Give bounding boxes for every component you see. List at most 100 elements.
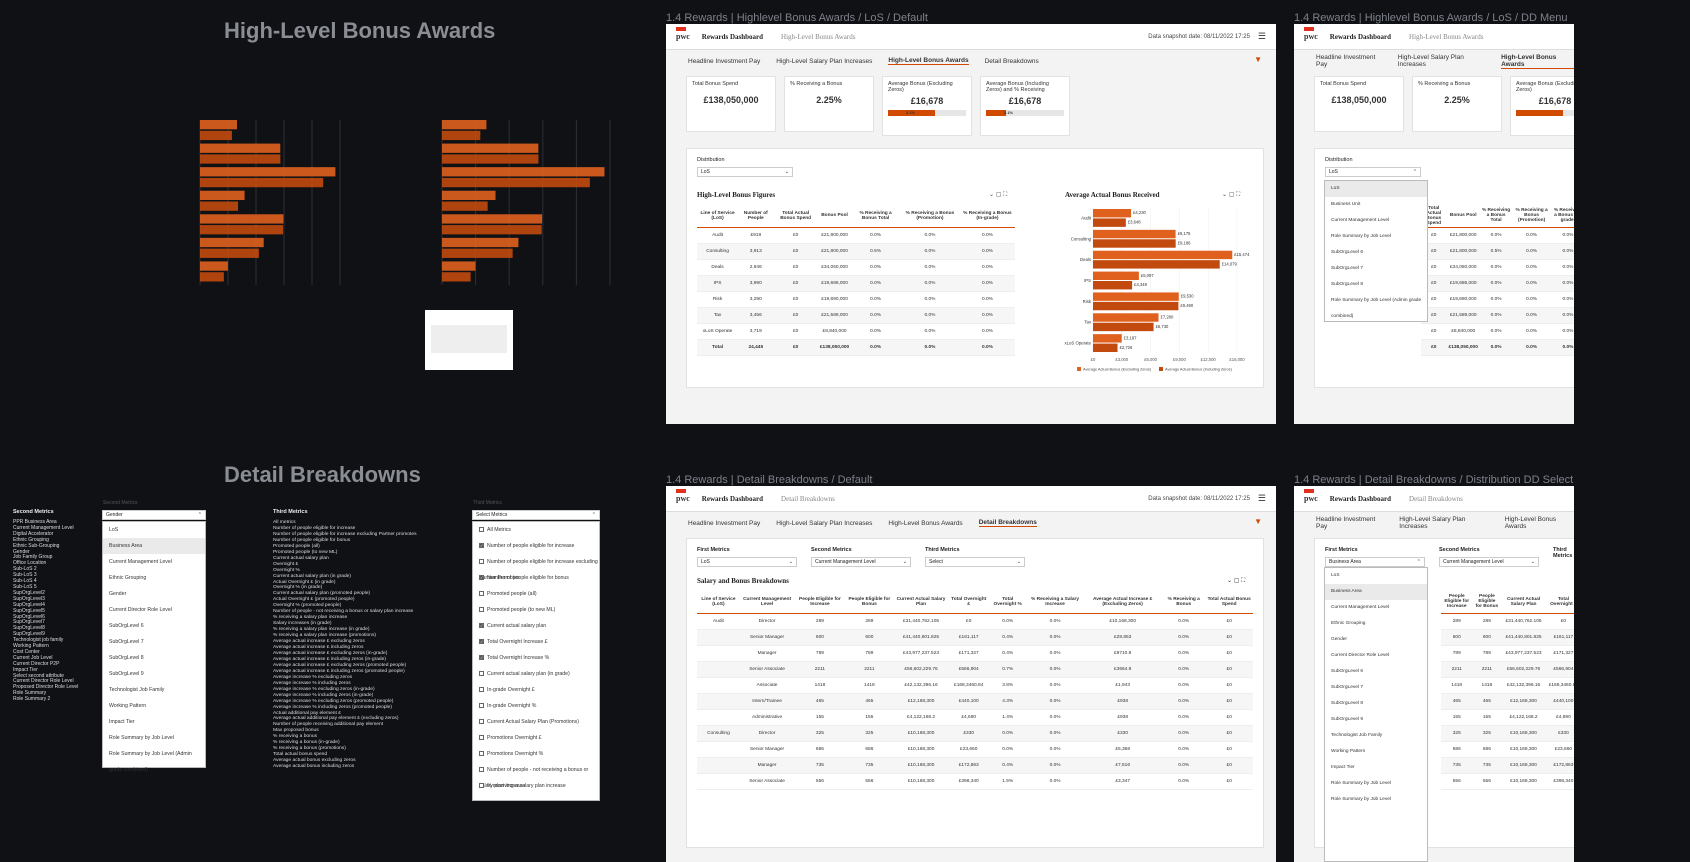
second-metrics-dropdown[interactable]: Gender ⌃ xyxy=(102,510,206,520)
checkbox-icon[interactable] xyxy=(479,687,484,693)
metric-checkbox[interactable]: Current actual salary plan (in grade) xyxy=(473,666,599,682)
checkbox-icon[interactable] xyxy=(479,751,484,757)
checkbox-icon[interactable] xyxy=(479,559,484,565)
tab-headline[interactable]: Headline Investment Pay xyxy=(1316,516,1376,530)
table-header-cell[interactable]: Line of Service (LoS) xyxy=(697,591,740,614)
menu-item[interactable]: Gender xyxy=(1331,637,1347,642)
checkbox-icon[interactable]: ✓ xyxy=(479,639,484,645)
menu-item[interactable]: Business Area xyxy=(1325,584,1427,600)
tab-salary[interactable]: High-Level Salary Plan Increases xyxy=(1397,54,1464,68)
third-metrics-dropdown[interactable]: Select ⌄ xyxy=(925,557,1025,567)
table-header-cell[interactable]: People Eligible for Bonus xyxy=(1472,591,1502,614)
checkbox-icon[interactable] xyxy=(479,591,484,597)
table-header-cell[interactable]: Total Actual Bonus Spend xyxy=(773,205,818,228)
tab-headline[interactable]: Headline Investment Pay xyxy=(1316,54,1376,68)
menu-item[interactable]: Current Management Level xyxy=(1331,218,1390,223)
menu-item[interactable]: LoS xyxy=(1325,181,1427,197)
checkbox-icon[interactable] xyxy=(479,703,484,709)
tab-bonus[interactable]: High-Level Bonus Awards xyxy=(1504,516,1557,530)
tab-headline[interactable]: Headline Investment Pay xyxy=(688,519,761,527)
metric-checkbox[interactable]: ✓ Number of people eligible for bonus xyxy=(479,575,569,581)
metric-checkbox[interactable]: In-grade Overnight % xyxy=(473,698,599,714)
distribution-dropdown[interactable]: LoS ⌃ xyxy=(1325,167,1421,177)
table-header-cell[interactable]: Current Management Level xyxy=(739,591,795,614)
tab-bonus[interactable]: High-Level Bonus Awards xyxy=(888,519,963,527)
metric-checkbox[interactable]: Promotions Overnight % xyxy=(473,746,599,762)
menu-item[interactable]: SubOrgLevel 7 xyxy=(1331,685,1363,690)
menu-item[interactable]: SubOrgLevel 6 xyxy=(1331,669,1363,674)
menu-item[interactable]: Role Summary by Job Level xyxy=(1331,797,1391,802)
table-header-cell[interactable]: Line of Service (LoS) xyxy=(697,205,739,228)
table-header-cell[interactable]: People Eligible for Bonus xyxy=(845,591,894,614)
tab-bonus[interactable]: High-Level Bonus Awards xyxy=(1501,54,1574,69)
checkbox-icon[interactable]: ✓ xyxy=(479,543,484,549)
metric-checkbox[interactable]: Current Actual Salary Plan (Promotions) xyxy=(473,714,599,730)
table-header-cell[interactable]: Current Actual Salary Plan xyxy=(893,591,949,614)
table-header-cell[interactable]: Current Actual Salary Plan xyxy=(1501,591,1546,614)
table-header-cell[interactable]: Total Overnight £ xyxy=(948,591,989,614)
table-header-cell[interactable]: Bonus Pool xyxy=(1446,205,1480,228)
menu-item[interactable]: Impact Tier xyxy=(1331,765,1355,770)
menu-item[interactable]: Working Pattern xyxy=(1331,749,1366,754)
menu-item[interactable]: Role Summary by Job Level xyxy=(1331,781,1391,786)
metric-checkbox[interactable]: ✓ Current actual salary plan xyxy=(479,623,547,629)
checkbox-icon[interactable] xyxy=(479,735,484,741)
table-header-cell[interactable]: % Receiving a Bonus (Promotion) xyxy=(1512,205,1551,228)
tab-bonus[interactable]: High-Level Bonus Awards xyxy=(888,57,969,65)
menu-item[interactable]: Technologist Job Family xyxy=(109,687,165,693)
second-metrics-dropdown[interactable]: Current Management Level ⌄ xyxy=(811,557,911,567)
card-tools-icon[interactable]: ⌄ ▢ ⛶ xyxy=(989,192,1008,198)
table-header-cell[interactable]: % Receiving a Bonus (In-grade) xyxy=(959,205,1015,228)
table-header-cell[interactable]: % Receiving a Bonus (In-grade) xyxy=(1550,205,1574,228)
tab-detail[interactable]: Detail Breakdowns xyxy=(984,57,1039,65)
distribution-dropdown[interactable]: LoS ⌄ xyxy=(697,167,793,177)
checkbox-icon[interactable] xyxy=(479,783,484,789)
metric-checkbox[interactable]: In-grade Overnight £ xyxy=(473,682,599,698)
menu-item[interactable]: SubOrgLevel 6 xyxy=(109,623,144,629)
menu-item[interactable]: Current Director Role Level xyxy=(1331,653,1390,658)
menu-item[interactable]: Gender xyxy=(109,591,127,597)
menu-item[interactable]: Role Summary by Job Level xyxy=(1331,234,1391,239)
checkbox-icon[interactable]: ✓ xyxy=(479,575,484,581)
table-header-cell[interactable]: Average Actual Increase £ (Excluding Zer… xyxy=(1083,591,1163,614)
menu-item[interactable]: SubOrgLevel 7 xyxy=(109,639,144,645)
metric-checkbox[interactable]: All Metrics xyxy=(473,522,599,538)
menu-item[interactable]: LoS xyxy=(1331,573,1340,578)
filter-icon[interactable]: ▼ xyxy=(1254,55,1262,64)
metric-checkbox[interactable]: Promoted people (to new ML) xyxy=(473,602,599,618)
menu-item[interactable]: Current Director Role Level xyxy=(109,607,172,613)
table-header-cell[interactable]: % Receiving a Bonus Total xyxy=(1479,205,1513,228)
card-tools-icon[interactable]: ⌄ ▢ ⛶ xyxy=(1227,578,1246,584)
third-metrics-dropdown[interactable]: Select Metrics ⌃ xyxy=(472,510,600,520)
tab-salary[interactable]: High-Level Salary Plan Increases xyxy=(1399,516,1466,530)
menu-item[interactable]: Business Unit xyxy=(1331,202,1361,207)
table-header-cell[interactable]: Total Overnight % xyxy=(988,591,1027,614)
menu-icon[interactable]: ☰ xyxy=(1257,493,1266,503)
metric-checkbox[interactable]: Promoted people (all) xyxy=(473,586,599,602)
menu-item[interactable]: SubOrgLevel 8 xyxy=(1331,701,1363,706)
first-metrics-dropdown[interactable]: LoS ⌄ xyxy=(697,557,797,567)
table-header-cell[interactable]: People Eligible for Increase xyxy=(794,591,846,614)
menu-item[interactable]: Current Management Level xyxy=(109,559,172,565)
tab-detail[interactable]: Detail Breakdowns xyxy=(978,519,1037,527)
table-header-cell[interactable]: % Receiving a Salary Increase xyxy=(1026,591,1084,614)
table-header-cell[interactable]: Number of People xyxy=(738,205,774,228)
menu-item[interactable]: SubOrgLevel 8 xyxy=(109,655,144,661)
menu-item[interactable]: SubOrgLevel 9 xyxy=(109,671,144,677)
menu-item[interactable]: SubOrgLevel 7 xyxy=(1331,266,1363,271)
card-tools-icon[interactable]: ⌄ ▢ ⛶ xyxy=(1222,192,1241,198)
menu-item[interactable]: Current Management Level xyxy=(1331,605,1390,610)
table-header-cell[interactable]: % Receiving a Bonus Total xyxy=(851,205,900,228)
metric-checkbox[interactable]: ✓ Total Overnight Increase £ xyxy=(479,639,548,645)
metric-checkbox[interactable]: % receiving a salary plan increase xyxy=(473,778,599,794)
filter-icon[interactable]: ▼ xyxy=(1254,517,1262,526)
checkbox-icon[interactable] xyxy=(479,719,484,725)
tab-salary[interactable]: High-Level Salary Plan Increases xyxy=(776,57,873,65)
checkbox-icon[interactable]: ✓ xyxy=(479,623,484,629)
menu-icon[interactable]: ☰ xyxy=(1257,31,1266,41)
table-header-cell[interactable]: Total Actual Bonus Spend xyxy=(1205,591,1253,614)
second-metrics-dropdown[interactable]: Current Management Level ⌄ xyxy=(1439,557,1539,567)
table-header-cell[interactable]: Total Overnight £ xyxy=(1545,591,1574,614)
menu-item[interactable]: Impact Tier xyxy=(109,719,135,725)
table-header-cell[interactable]: People Eligible for Increase xyxy=(1441,591,1473,614)
